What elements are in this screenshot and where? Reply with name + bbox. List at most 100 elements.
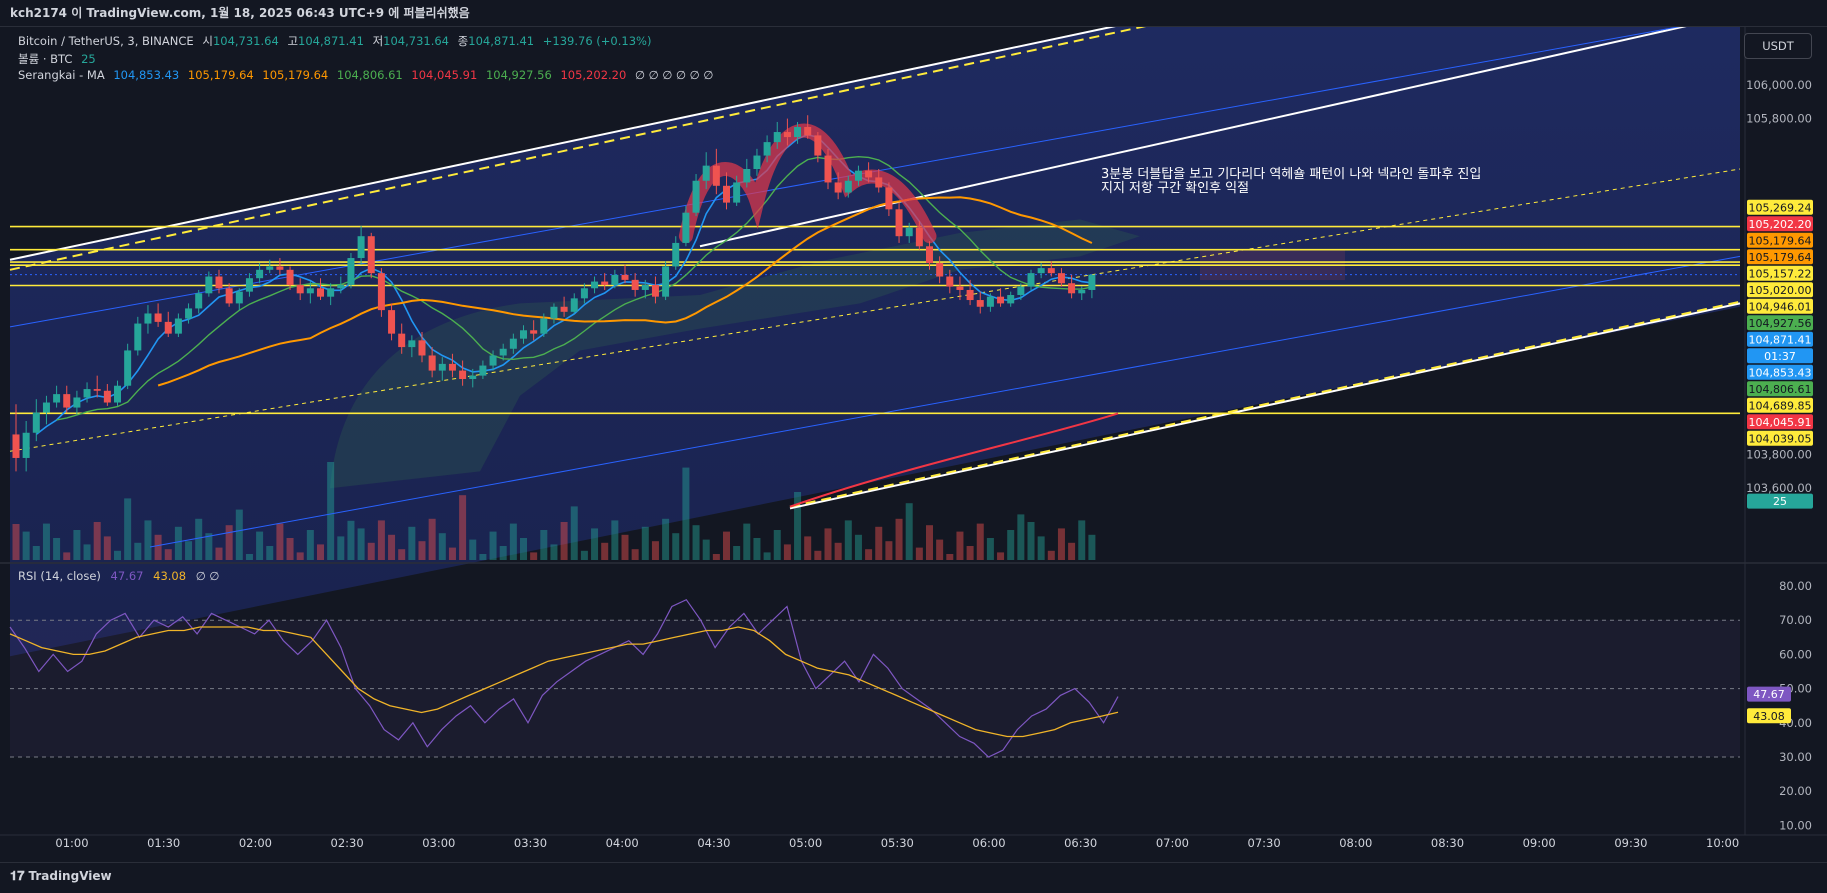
price-label: 105,157.22 [1749, 267, 1812, 280]
price-label-bg [1747, 430, 1813, 446]
rsi-value: 47.67 [110, 569, 144, 583]
volume-bar [926, 525, 933, 560]
volume-bar [276, 523, 284, 560]
candle-body [235, 291, 243, 304]
candle-body [560, 306, 568, 312]
volume-bar [976, 523, 984, 560]
time-tick-label: 01:30 [147, 836, 180, 850]
candle-body [550, 306, 558, 319]
channel-fill [10, 27, 1740, 657]
low-label: 저 [372, 34, 384, 48]
annotation-line-1[interactable]: 3분봉 더블탑을 보고 기다리다 역헤숄 패턴이 나와 넥라인 돌파후 진입 [1101, 167, 1482, 182]
volume-bar [804, 536, 812, 560]
price-label: 01:37 [1764, 350, 1796, 363]
volume-bar [844, 520, 852, 560]
ma-green [56, 155, 1093, 421]
candle-body [317, 288, 324, 297]
price-label: 105,269.24 [1749, 201, 1812, 214]
candle-body [966, 289, 974, 301]
candle-body [347, 258, 355, 285]
candle-body [631, 279, 639, 290]
price-label: 104,946.01 [1749, 300, 1812, 313]
candle-body [723, 185, 730, 203]
price-label: 105,179.64 [1749, 251, 1812, 264]
volume-bar [205, 533, 213, 560]
candle-body [1078, 289, 1086, 294]
candle-body [915, 227, 923, 247]
candle-body [743, 169, 751, 183]
volume-bar [763, 552, 771, 560]
candle-body [865, 170, 873, 178]
ma-value-5: 104,045.91 [411, 68, 478, 82]
candle-body [479, 365, 487, 376]
volume-bar [103, 536, 111, 560]
volume-bar [489, 531, 497, 560]
candle-body [1017, 286, 1025, 295]
candle-body [844, 180, 852, 193]
currency-button[interactable]: USDT [1744, 33, 1812, 59]
publisher-header: kch2174 이 TradingView.com, 1월 18, 2025 0… [0, 0, 1827, 27]
rsi-tick-label: 80.00 [1779, 579, 1812, 593]
volume-bar [570, 506, 578, 560]
open-label: 시 [202, 34, 213, 48]
tradingview-logo[interactable]: 𝟏𝟕 TradingView [10, 869, 112, 884]
volume-bar [469, 539, 477, 560]
candle-body [367, 236, 375, 274]
candle-body [662, 266, 670, 297]
candle-body [946, 276, 954, 287]
price-label: 25 [1773, 495, 1787, 508]
volume-bar [986, 538, 994, 560]
volume-bar [540, 530, 548, 560]
candle-body [53, 394, 61, 403]
time-tick-label: 02:30 [331, 836, 364, 850]
volume-bar [854, 534, 862, 560]
volume-bar [215, 547, 223, 560]
annotation-line-2[interactable]: 지지 저항 구간 확인후 익절 [1101, 181, 1250, 196]
rsi-value-label: 43.08 [1753, 710, 1785, 723]
volume-bar [154, 534, 162, 560]
volume-bar [794, 492, 802, 560]
volume-bar [124, 498, 132, 560]
ohlc-legend: Bitcoin / TetherUS, 3, BINANCE 시104,731.… [18, 33, 656, 49]
tradingview-logo-icon: 𝟏𝟕 [10, 869, 25, 884]
time-tick-label: 03:30 [514, 836, 547, 850]
candle-body [530, 330, 538, 334]
volume-bar [83, 544, 91, 560]
change-value: +139.76 (+0.13%) [542, 34, 652, 48]
candle-body [225, 288, 233, 304]
candle-body [580, 288, 588, 299]
volume-bar [865, 549, 873, 560]
volume-bar [1088, 534, 1096, 560]
candle-body [712, 165, 720, 186]
candle-body [1057, 273, 1065, 284]
volume-bar [134, 542, 142, 560]
candle-body [93, 389, 101, 391]
volume-value: 25 [81, 52, 96, 66]
volume-bar [621, 534, 629, 560]
rsi-tick-label: 70.00 [1779, 613, 1812, 627]
volume-bar [1057, 528, 1065, 560]
candle-body [469, 375, 477, 379]
volume-bar [702, 539, 710, 560]
ma-empty-values: ∅ ∅ ∅ ∅ ∅ ∅ [634, 68, 714, 82]
candle-body [1047, 268, 1055, 274]
candle-body [763, 142, 771, 156]
price-label-bg [1747, 331, 1813, 347]
volume-bar [936, 539, 944, 560]
time-tick-label: 08:00 [1339, 836, 1372, 850]
volume-bars [12, 462, 1096, 560]
candle-body [32, 412, 40, 433]
volume-bar [895, 518, 903, 560]
chart-canvas[interactable]: 106,000.00105,800.00104,400.00104,200.00… [0, 27, 1827, 862]
candle-body [956, 286, 964, 290]
volume-bar [63, 552, 71, 560]
price-label-bg [1747, 414, 1813, 430]
volume-bar [1068, 542, 1076, 560]
candle-body [388, 310, 396, 334]
price-label-bg [1747, 315, 1813, 331]
ma-value-3: 105,179.64 [262, 68, 329, 82]
time-tick-label: 02:00 [239, 836, 272, 850]
volume-bar [672, 533, 680, 560]
candle-body [428, 355, 436, 371]
ma-value-7: 105,202.20 [560, 68, 627, 82]
